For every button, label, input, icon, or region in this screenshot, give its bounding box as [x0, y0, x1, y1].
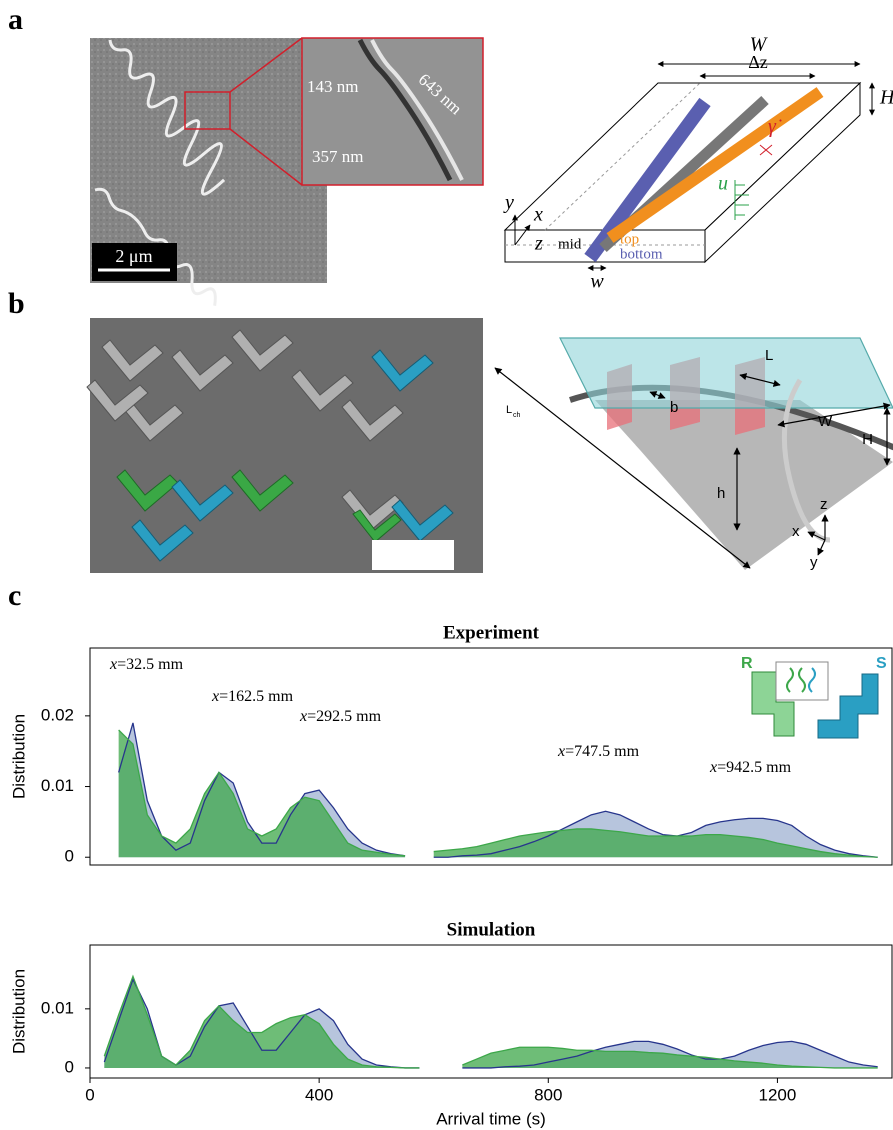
y-tick-label: 0.02	[41, 705, 74, 724]
axis-label: y	[810, 554, 818, 571]
dim-label: W	[818, 413, 833, 430]
annotation: x=747.5 mm	[557, 743, 640, 760]
layer-label: mid	[558, 236, 582, 252]
panel-label: c	[8, 579, 21, 612]
figure: a b c 143 nm 643 nm 357 nm 2 μm	[0, 0, 893, 1130]
dim-label: H	[862, 431, 873, 448]
y-axis-label: Distribution	[9, 969, 28, 1054]
sem-image-b	[87, 318, 483, 573]
y-tick-label: 0	[65, 847, 74, 866]
x-tick-label: 800	[534, 1085, 562, 1104]
dim-subscript: ch	[513, 412, 521, 419]
legend-label: S	[876, 655, 887, 672]
annotation: x=942.5 mm	[709, 759, 792, 776]
chart-title: Experiment	[443, 622, 540, 643]
legend-label: R	[741, 655, 753, 672]
axis-label: z	[820, 496, 828, 513]
panel-label: b	[8, 287, 25, 320]
dim-label: b	[670, 399, 678, 416]
layer-label: bottom	[620, 246, 663, 262]
panel-label: a	[8, 3, 23, 36]
x-tick-label: 1200	[759, 1085, 797, 1104]
axis-label: x	[533, 204, 543, 226]
y-tick-label: 0	[65, 1057, 74, 1076]
dim-label: L	[506, 404, 512, 416]
axis-label: y	[503, 192, 514, 214]
axis-label: x	[792, 523, 800, 540]
dim-label: L	[765, 347, 773, 364]
y-tick-label: 0.01	[41, 998, 74, 1017]
chirality-inset	[752, 662, 878, 738]
channel-schematic-b	[495, 338, 893, 570]
dim-label: h	[717, 485, 725, 502]
x-tick-label: 400	[305, 1085, 333, 1104]
y-tick-label: 0.01	[41, 776, 74, 795]
x-axis-label: Arrival time (s)	[436, 1109, 546, 1128]
velocity-label: u	[718, 173, 728, 195]
width-label: 143 nm	[307, 77, 358, 96]
width-label: 357 nm	[312, 147, 363, 166]
dim-label: H	[879, 87, 893, 109]
axis-label: z	[534, 233, 543, 255]
annotation: x=32.5 mm	[109, 656, 184, 673]
annotation: x=162.5 mm	[211, 688, 294, 705]
chart-title: Simulation	[447, 919, 536, 940]
dim-label: w	[590, 271, 604, 293]
x-tick-label: 0	[85, 1085, 94, 1104]
layer-label: top	[620, 231, 639, 247]
y-axis-label: Distribution	[9, 714, 28, 799]
annotation: x=292.5 mm	[299, 708, 382, 725]
dim-label: Δz	[748, 52, 768, 72]
area-fill	[119, 730, 405, 857]
scale-bar-label: 2 μm	[115, 246, 152, 266]
